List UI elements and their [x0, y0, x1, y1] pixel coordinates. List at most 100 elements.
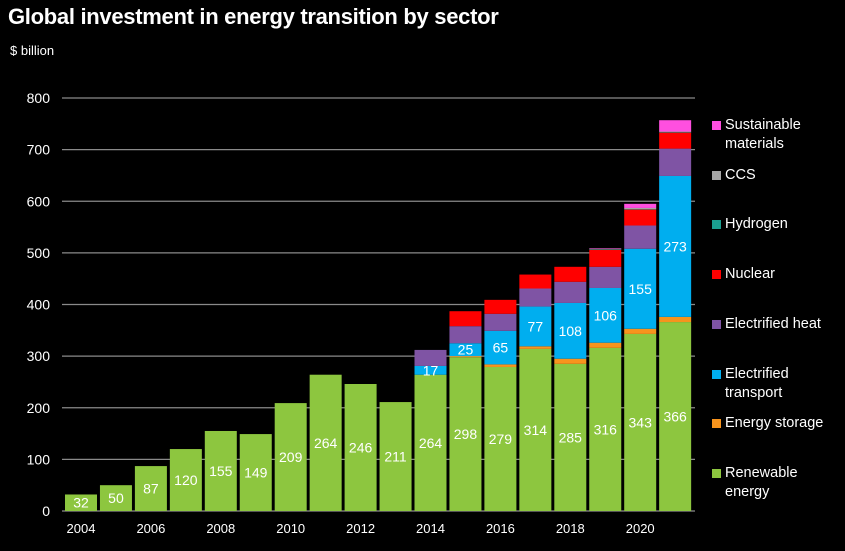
bar-segment — [414, 349, 447, 366]
data-label: 273 — [663, 238, 687, 254]
y-axis-label: $ billion — [10, 43, 55, 58]
y-tick-label: 300 — [27, 348, 51, 364]
bar-segment — [589, 249, 622, 267]
y-tick-label: 200 — [27, 400, 51, 416]
legend-item: Sustainable materials — [712, 116, 843, 154]
bar-segment — [659, 322, 692, 511]
bar-segment — [449, 311, 482, 327]
bar-segment — [659, 132, 692, 149]
bar-segment — [624, 225, 657, 249]
x-tick-label: 2006 — [136, 521, 165, 536]
data-label: 108 — [559, 323, 583, 339]
bar-segment — [449, 326, 482, 344]
data-label: 264 — [419, 435, 443, 451]
bar-segment — [624, 207, 657, 209]
legend-swatch — [712, 121, 721, 130]
legend-label: Hydrogen — [725, 216, 788, 232]
bar-segment — [414, 365, 447, 375]
legend-label: Sustainable materials — [725, 117, 801, 152]
chart-title: Global investment in energy transition b… — [8, 4, 499, 29]
data-label: 32 — [73, 495, 89, 511]
y-tick-label: 700 — [27, 142, 51, 158]
legend-item: Energy storage — [712, 414, 823, 433]
data-label: 149 — [244, 465, 268, 481]
bar-segment — [624, 328, 657, 334]
bar-segment — [659, 132, 692, 133]
bar-segment — [309, 374, 342, 511]
y-tick-label: 400 — [27, 297, 51, 313]
data-label: 264 — [314, 435, 338, 451]
y-tick-label: 0 — [42, 503, 50, 519]
bar-segment — [589, 248, 622, 249]
bar-segment — [624, 333, 657, 511]
data-label: 314 — [524, 422, 548, 438]
bar-segment — [624, 209, 657, 226]
legend-label: Nuclear — [725, 266, 775, 282]
bar-segment — [239, 434, 272, 511]
bar-segment — [449, 343, 482, 357]
bar-segment — [449, 357, 482, 511]
legend-label: Electrified heat — [725, 316, 821, 332]
x-tick-label: 2014 — [416, 521, 445, 536]
data-label: 65 — [493, 340, 509, 356]
data-label: 279 — [489, 431, 513, 447]
data-label: 298 — [454, 426, 478, 442]
data-label: 25 — [458, 342, 474, 358]
data-label: 155 — [629, 281, 653, 297]
bar-segment — [484, 366, 517, 511]
x-tick-label: 2012 — [346, 521, 375, 536]
bar-segment — [589, 248, 622, 250]
bar-segment — [554, 302, 587, 359]
legend-swatch — [712, 370, 721, 379]
bar-segment — [65, 494, 97, 511]
bar-segment — [519, 346, 552, 349]
data-label: 155 — [209, 463, 233, 479]
bar-segment — [624, 208, 657, 210]
bar-segment — [519, 306, 552, 347]
bar-segment — [274, 403, 307, 511]
data-label: 316 — [594, 421, 618, 437]
bar-segment — [589, 287, 622, 343]
bar-segment — [484, 364, 517, 367]
legend-swatch — [712, 270, 721, 279]
bar-segment — [344, 384, 377, 511]
x-tick-label: 2004 — [67, 521, 96, 536]
data-label: 120 — [174, 472, 198, 488]
bar-segment — [589, 342, 622, 348]
legend-label: Electrified transport — [725, 366, 789, 401]
legend-item: Electrified heat — [712, 315, 821, 334]
legend-swatch — [712, 469, 721, 478]
bar-segment — [169, 449, 202, 511]
y-tick-label: 500 — [27, 245, 51, 261]
y-tick-label: 600 — [27, 193, 51, 209]
bar-segment — [519, 288, 552, 307]
bar-segment — [204, 430, 237, 511]
x-tick-label: 2010 — [276, 521, 305, 536]
bar-segment — [484, 330, 517, 365]
bar-segment — [519, 274, 552, 289]
x-tick-label: 2016 — [486, 521, 515, 536]
bar-segment — [554, 266, 587, 282]
legend-label: Energy storage — [725, 415, 824, 431]
bar-segment — [659, 148, 692, 176]
bar-segment — [134, 466, 167, 511]
y-tick-label: 100 — [27, 451, 51, 467]
bar-segment — [659, 175, 692, 317]
bar-segment — [414, 374, 447, 511]
bar-segment — [379, 402, 412, 511]
legend-swatch — [712, 320, 721, 329]
data-label: 77 — [528, 318, 544, 334]
legend-swatch — [712, 419, 721, 428]
bar-segment — [554, 363, 587, 511]
data-label: 343 — [629, 414, 653, 430]
bar-segment — [554, 358, 587, 364]
legend-item: Hydrogen — [712, 215, 788, 234]
data-label: 50 — [108, 490, 124, 506]
legend-label: CCS — [725, 167, 756, 183]
bar-segment — [484, 299, 517, 314]
data-label: 285 — [559, 429, 583, 445]
legend-item: Renewable energy — [712, 464, 843, 502]
x-tick-label: 2020 — [626, 521, 655, 536]
bar-segment — [659, 316, 692, 323]
legend-swatch — [712, 220, 721, 229]
